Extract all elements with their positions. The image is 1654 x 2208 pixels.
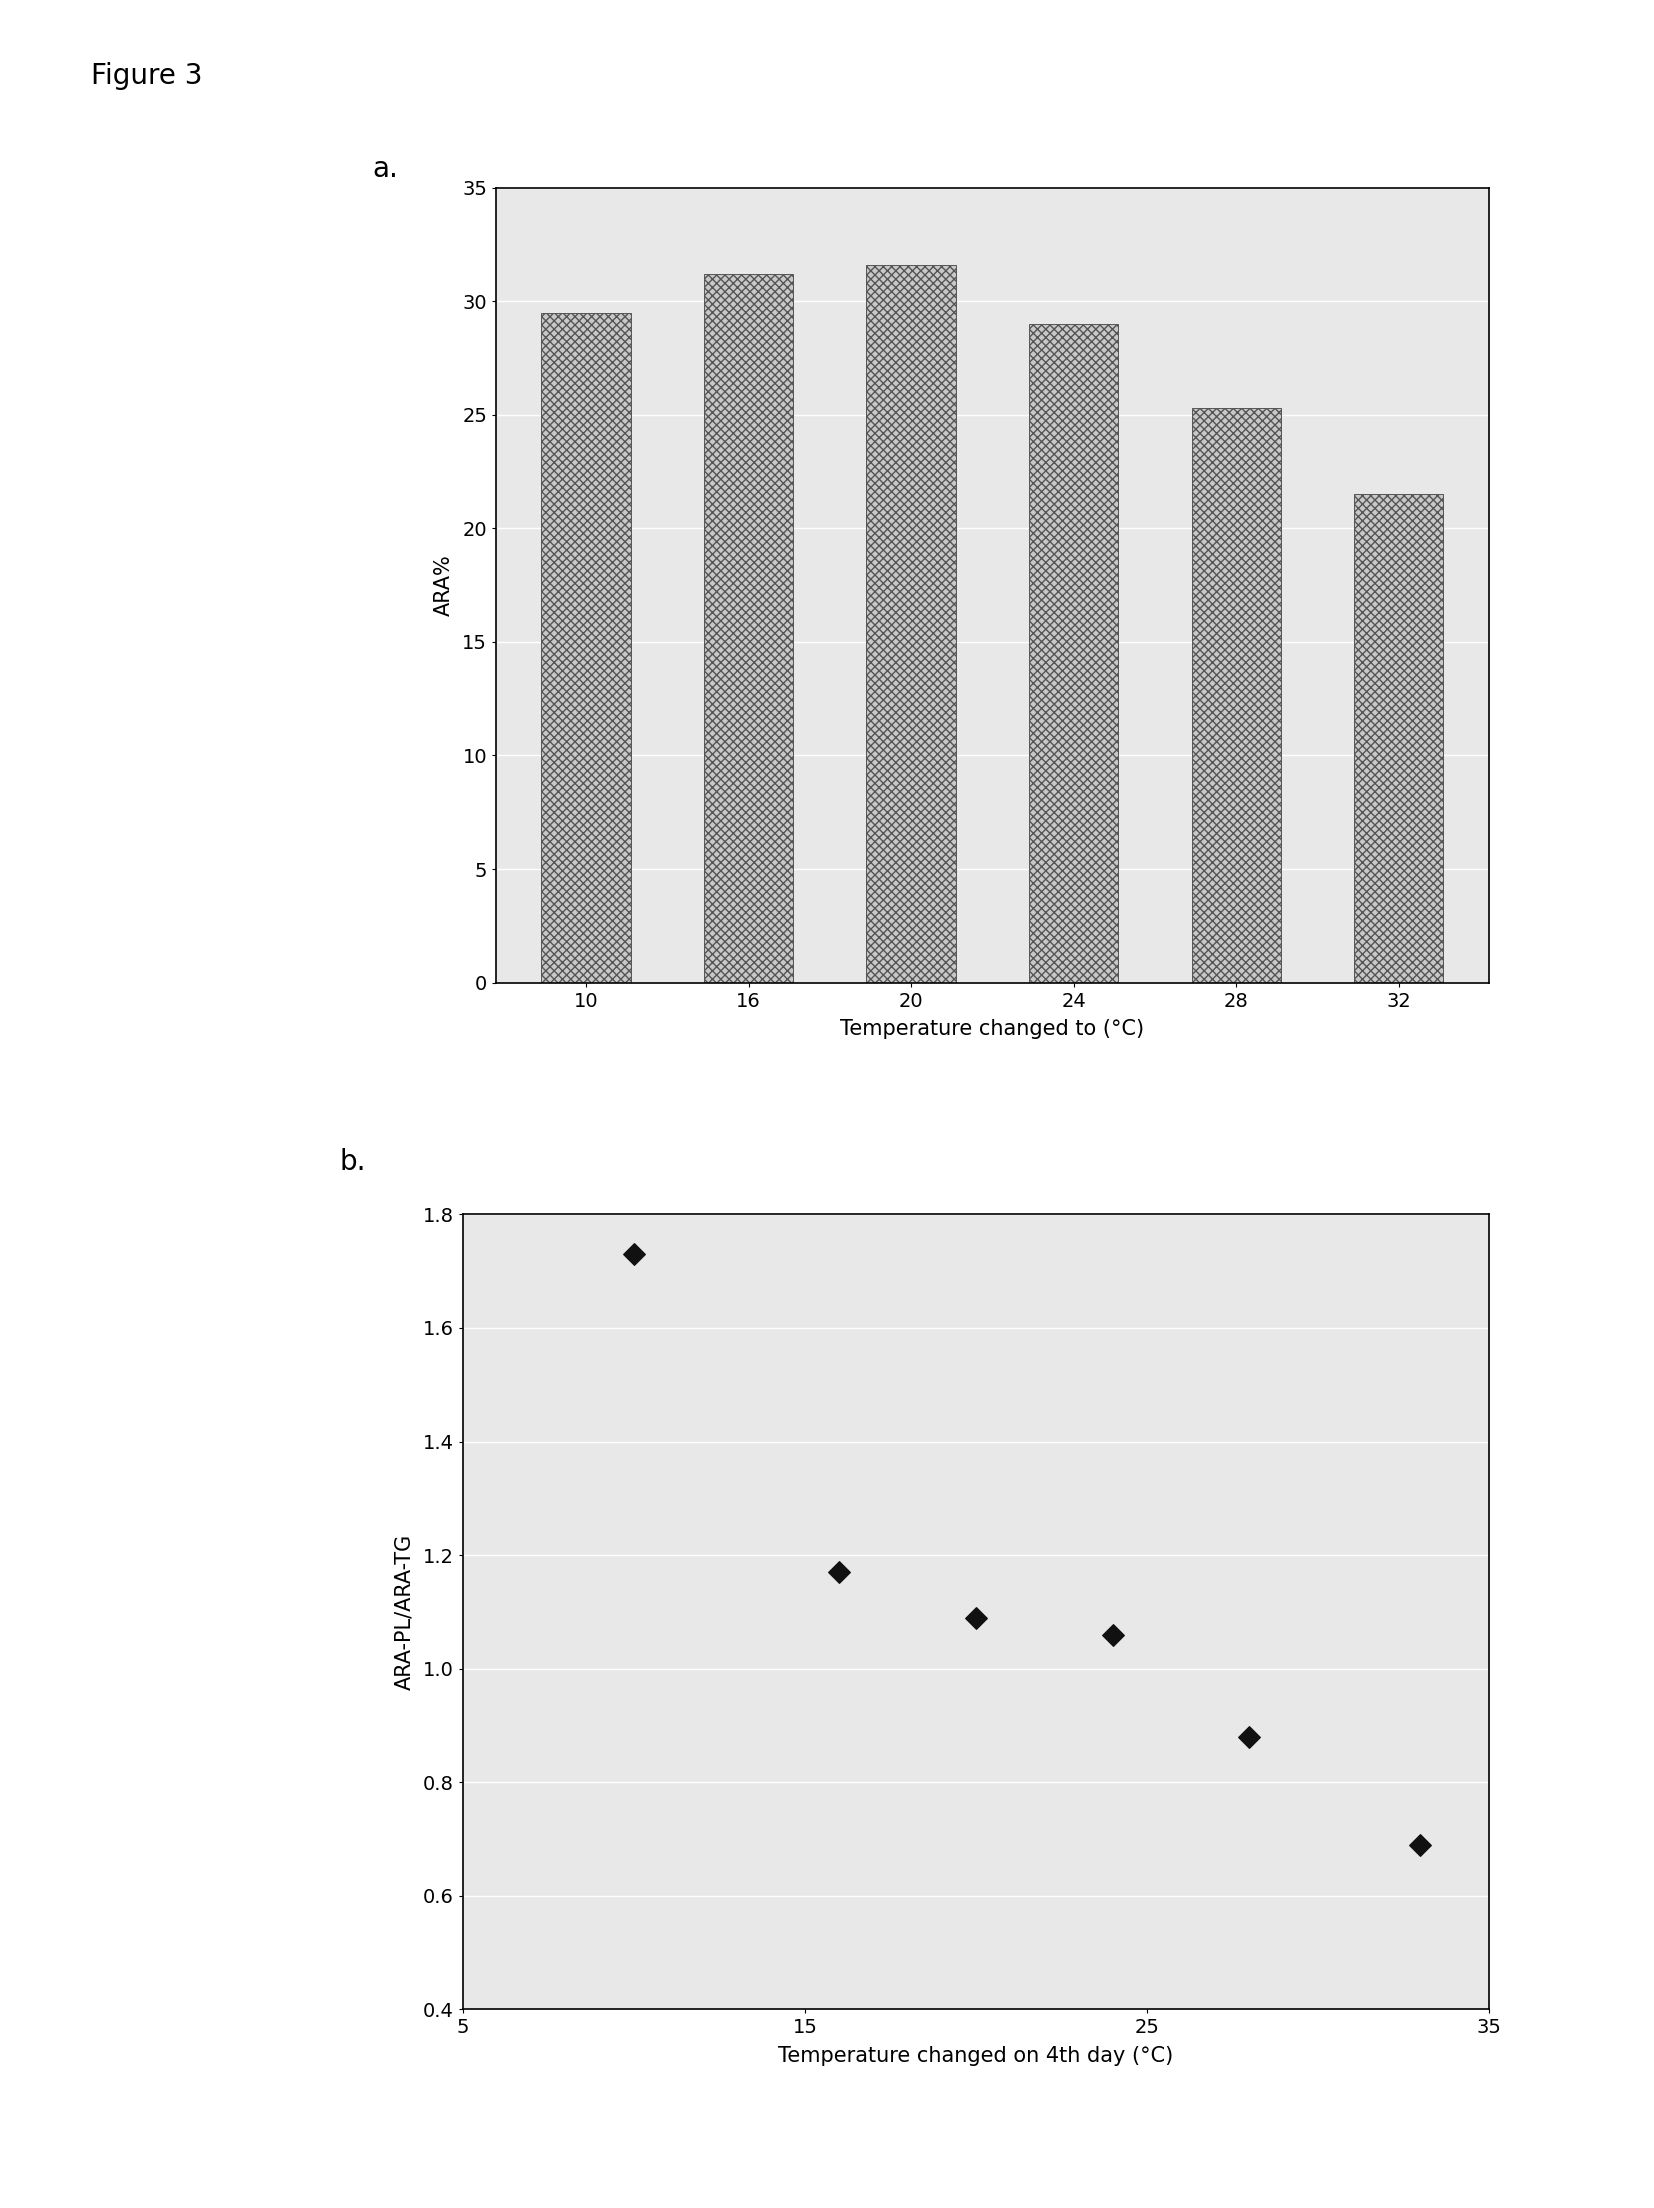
X-axis label: Temperature changed to (°C): Temperature changed to (°C) (840, 1018, 1145, 1040)
X-axis label: Temperature changed on 4th day (°C): Temperature changed on 4th day (°C) (779, 2045, 1173, 2067)
Bar (1355, 495, 1444, 983)
Bar (1191, 408, 1280, 983)
Bar (1029, 325, 1118, 983)
Y-axis label: ARA%: ARA% (433, 554, 453, 616)
Point (1100, 1616, 1126, 1652)
Bar (867, 265, 956, 983)
Point (620, 1236, 647, 1272)
Point (1236, 1720, 1262, 1755)
Point (825, 1554, 852, 1590)
Text: Figure 3: Figure 3 (91, 62, 202, 91)
Bar (705, 274, 794, 983)
Y-axis label: ARA-PL/ARA-TG: ARA-PL/ARA-TG (395, 1535, 415, 1689)
Text: a.: a. (372, 155, 399, 183)
Text: b.: b. (339, 1148, 366, 1177)
Point (963, 1601, 989, 1636)
Point (1408, 1826, 1434, 1861)
Bar (541, 314, 630, 983)
